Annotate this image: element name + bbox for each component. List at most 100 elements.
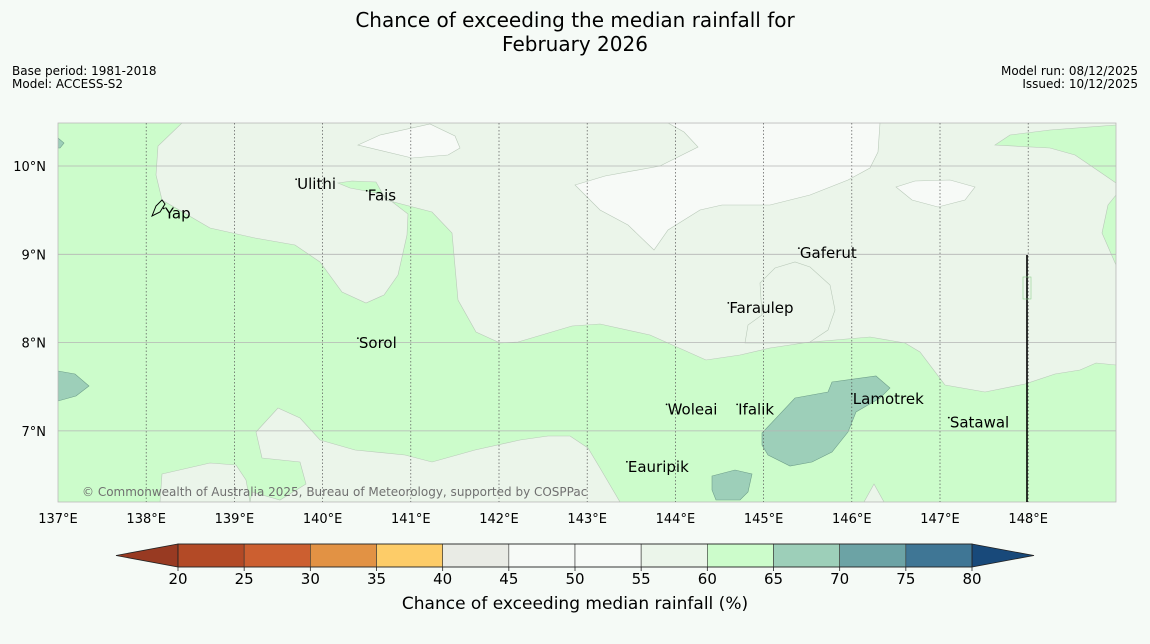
colorbar-tick-label: 75	[896, 570, 915, 588]
region-65-70-south	[761, 375, 891, 467]
longitude-tick-label: 144°E	[656, 512, 696, 527]
longitude-tick-label: 148°E	[1008, 512, 1048, 527]
place-marker: Eauripik	[625, 458, 689, 476]
yap-island	[151, 199, 166, 218]
place-marker: Woleai	[665, 400, 718, 418]
region-65-70-west	[58, 370, 90, 402]
colorbar-tick-label: 70	[830, 570, 849, 588]
place-marker: Ulithi	[295, 175, 336, 193]
region-55-60-south-notch	[863, 483, 885, 502]
island-dot	[727, 301, 730, 304]
model-name: Model: ACCESS-S2	[12, 77, 124, 91]
base-period: Base period: 1981-2018	[12, 64, 157, 78]
region-45-55-north-1	[357, 123, 461, 159]
colorbar-bin	[707, 543, 774, 568]
place-marker: Fais	[365, 187, 397, 205]
longitude-tick-label: 139°E	[215, 512, 255, 527]
place-name: Woleai	[668, 400, 718, 418]
island-dot	[850, 392, 853, 395]
place-name: Faraulep	[729, 299, 793, 317]
colorbar-bin	[177, 543, 245, 568]
colorbar-bin	[773, 543, 840, 568]
place-labels: Ulithi Fais Yap Gaferut Faraulep Sorol Lamotre…	[162, 175, 1009, 476]
colorbar-under-arrow	[115, 543, 179, 568]
colorbar-bin	[376, 543, 443, 568]
island-dot	[295, 178, 298, 181]
place-marker: Sorol	[356, 334, 397, 352]
region-65-70-southwest	[711, 469, 753, 501]
colorbar-tick-label: 65	[764, 570, 783, 588]
colorbar-tick-label: 25	[235, 570, 254, 588]
island-dot	[797, 247, 800, 250]
colorbar-tick-label: 35	[367, 570, 386, 588]
longitude-tick-label: 146°E	[832, 512, 872, 527]
region-65-70-corner	[58, 137, 65, 149]
issued-date: Issued: 10/12/2025	[1022, 77, 1138, 91]
place-marker: Lamotrek	[850, 390, 924, 408]
island-dot	[365, 189, 368, 192]
colorbar-bin	[508, 543, 576, 568]
longitude-tick-label: 137°E	[38, 512, 78, 527]
longitude-tick-label: 145°E	[744, 512, 784, 527]
longitude-tick-label: 147°E	[920, 512, 960, 527]
title-line-2: February 2026	[502, 32, 648, 56]
colorbar-bin	[640, 543, 708, 568]
colorbar-tick-label: 40	[433, 570, 452, 588]
latitude-tick-label: 9°N	[22, 248, 47, 263]
place-name: Ifalik	[738, 400, 774, 418]
place-marker: Ifalik	[736, 400, 774, 418]
place-name: Sorol	[359, 334, 397, 352]
axis-labels: 137°E 138°E 139°E 140°E 141°E 142°E 143°E 144°E…	[13, 160, 1048, 527]
colorbar-bin	[243, 543, 311, 568]
graticule	[58, 123, 1116, 502]
island-dot	[625, 460, 628, 463]
colorbar-tick-label: 20	[168, 570, 187, 588]
colorbar-tick-label: 45	[499, 570, 518, 588]
colorbar: 20 25 30 35 40 45 50 55 60 65 70 75 80	[115, 543, 1035, 588]
place-name: Lamotrek	[853, 390, 924, 408]
longitude-tick-label: 141°E	[391, 512, 431, 527]
place-marker: Yap	[162, 204, 191, 222]
colorbar-bin	[905, 543, 973, 568]
latitude-tick-label: 10°N	[13, 160, 46, 175]
place-marker: Satawal	[947, 414, 1009, 432]
longitude-tick-label: 142°E	[479, 512, 519, 527]
place-name: Satawal	[950, 414, 1009, 432]
model-run: Model run: 08/12/2025	[1000, 64, 1138, 78]
latitude-tick-label: 8°N	[22, 337, 47, 352]
meta-right: Model run: 08/12/2025 Issued: 10/12/2025	[1001, 65, 1138, 91]
region-55-60-southwest	[249, 407, 621, 502]
region-55-60-north	[155, 123, 1116, 393]
longitude-tick-label: 143°E	[567, 512, 607, 527]
island-dot	[162, 207, 165, 210]
region-55-60-southwest-2	[159, 462, 251, 502]
colorbar-bin	[574, 543, 642, 568]
place-marker: Faraulep	[727, 299, 794, 317]
place-name: Eauripik	[628, 458, 689, 476]
copyright-notice: © Commonwealth of Australia 2025, Bureau…	[82, 485, 587, 499]
island-dot	[736, 403, 739, 406]
place-name: Fais	[368, 187, 397, 205]
colorbar-tick-label: 50	[565, 570, 584, 588]
title-line-1: Chance of exceeding the median rainfall …	[355, 8, 795, 32]
map-title: Chance of exceeding the median rainfall …	[0, 8, 1150, 56]
small-island-box	[1022, 276, 1032, 300]
place-marker: Gaferut	[797, 244, 857, 262]
island-dot	[356, 337, 359, 340]
longitude-tick-label: 140°E	[303, 512, 343, 527]
latitude-tick-label: 7°N	[22, 425, 47, 440]
meta-left: Base period: 1981-2018 Model: ACCESS-S2	[12, 65, 157, 91]
region-45-55-north-3	[895, 179, 976, 208]
colorbar-bin	[839, 543, 907, 568]
colorbar-over-arrow	[971, 543, 1035, 568]
longitude-tick-label: 138°E	[126, 512, 166, 527]
place-name: Gaferut	[800, 244, 857, 262]
colorbar-tick-label: 30	[301, 570, 320, 588]
colorbar-bin	[310, 543, 377, 568]
colorbar-tick-label: 60	[698, 570, 717, 588]
place-name: Ulithi	[297, 175, 336, 193]
colorbar-tick-label: 80	[962, 570, 981, 588]
colorbar-label: Chance of exceeding median rainfall (%)	[401, 594, 749, 614]
place-name: Yap	[164, 204, 191, 222]
